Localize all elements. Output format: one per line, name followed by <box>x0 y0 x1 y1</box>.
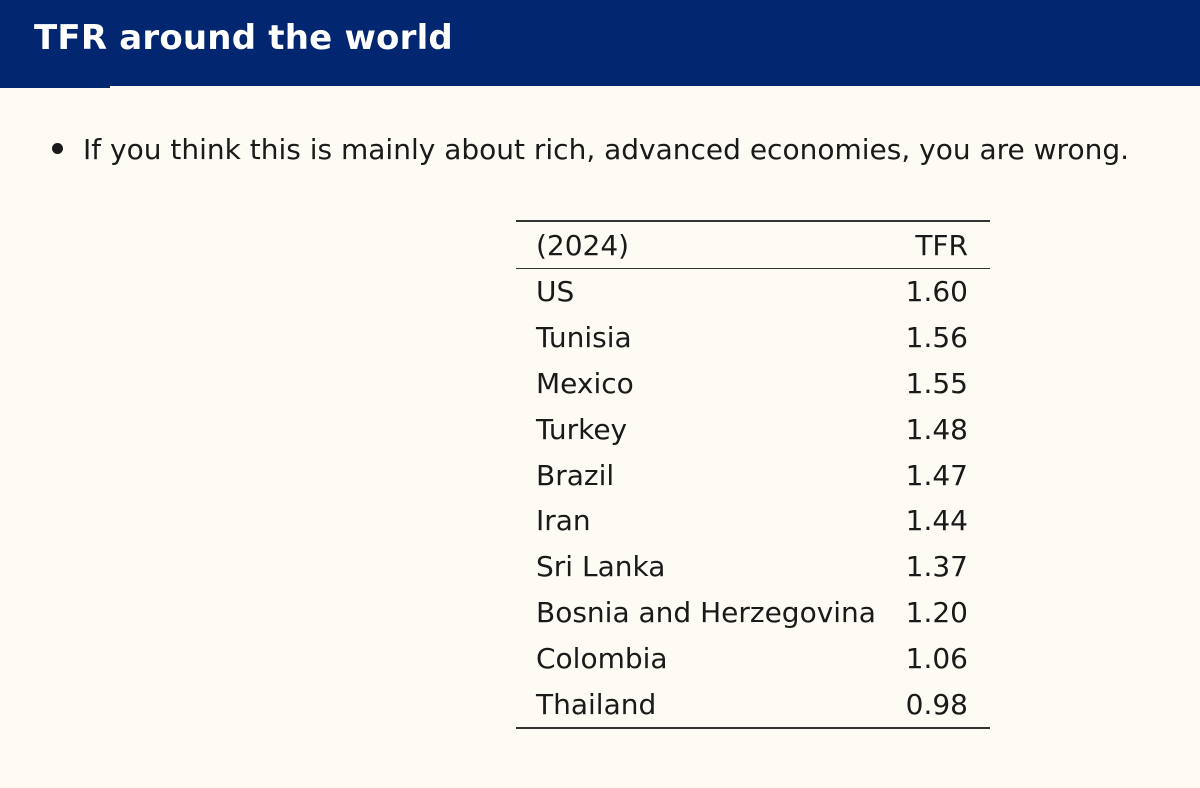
tfr-cell: 0.98 <box>900 681 990 729</box>
country-cell: Colombia <box>536 641 668 675</box>
table-row: Iran 1.44 <box>516 498 990 544</box>
country-cell: Brazil <box>536 458 615 492</box>
tfr-cell: 1.37 <box>905 550 968 584</box>
tfr-cell: 1.55 <box>905 366 968 400</box>
country-cell: Sri Lanka <box>536 550 666 584</box>
table-body: US 1.60 Tunisia 1.56 Mexico 1.55 Turkey … <box>516 269 990 729</box>
country-cell: Turkey <box>536 412 628 446</box>
title-bar: TFR around the world <box>0 0 1200 86</box>
bullet-dot-icon <box>52 142 63 154</box>
country-cell: US <box>536 275 575 309</box>
header-year: (2024) <box>516 222 901 269</box>
bullet-text: If you think this is mainly about rich, … <box>83 133 1129 166</box>
title-underline <box>0 86 110 88</box>
country-cell: Bosnia and Herzegovina <box>536 595 876 629</box>
table-row: Mexico 1.55 <box>516 361 990 407</box>
tfr-cell: 1.56 <box>905 321 968 355</box>
tfr-cell: 1.20 <box>905 595 968 629</box>
table-row: US 1.60 <box>516 269 990 315</box>
table-row: Thailand 0.98 <box>516 681 990 729</box>
country-cell: Tunisia <box>536 321 632 355</box>
table-row: Turkey 1.48 <box>516 406 990 452</box>
country-cell: Iran <box>536 504 591 538</box>
slide-title: TFR around the world <box>34 18 453 58</box>
tfr-cell: 1.48 <box>905 412 968 446</box>
tfr-cell: 1.47 <box>905 458 968 492</box>
table-header-row: (2024) TFR <box>516 222 990 269</box>
tfr-cell: 1.06 <box>905 641 968 675</box>
table-row: Tunisia 1.56 <box>516 315 990 361</box>
table-row: Brazil 1.47 <box>516 452 990 498</box>
table-row: Colombia 1.06 <box>516 635 990 681</box>
tfr-table: (2024) TFR US 1.60 Tunisia 1.56 Mexico 1… <box>516 220 990 729</box>
tfr-cell: 1.60 <box>905 275 968 309</box>
country-cell: Thailand <box>516 681 901 729</box>
country-cell: Mexico <box>536 366 634 400</box>
table-row: Sri Lanka 1.37 <box>516 544 990 590</box>
bullet-item: If you think this is mainly about rich, … <box>52 130 1129 170</box>
table-row: Bosnia and Herzegovina 1.20 <box>516 590 990 636</box>
header-tfr: TFR <box>900 222 990 269</box>
tfr-cell: 1.44 <box>905 504 968 538</box>
